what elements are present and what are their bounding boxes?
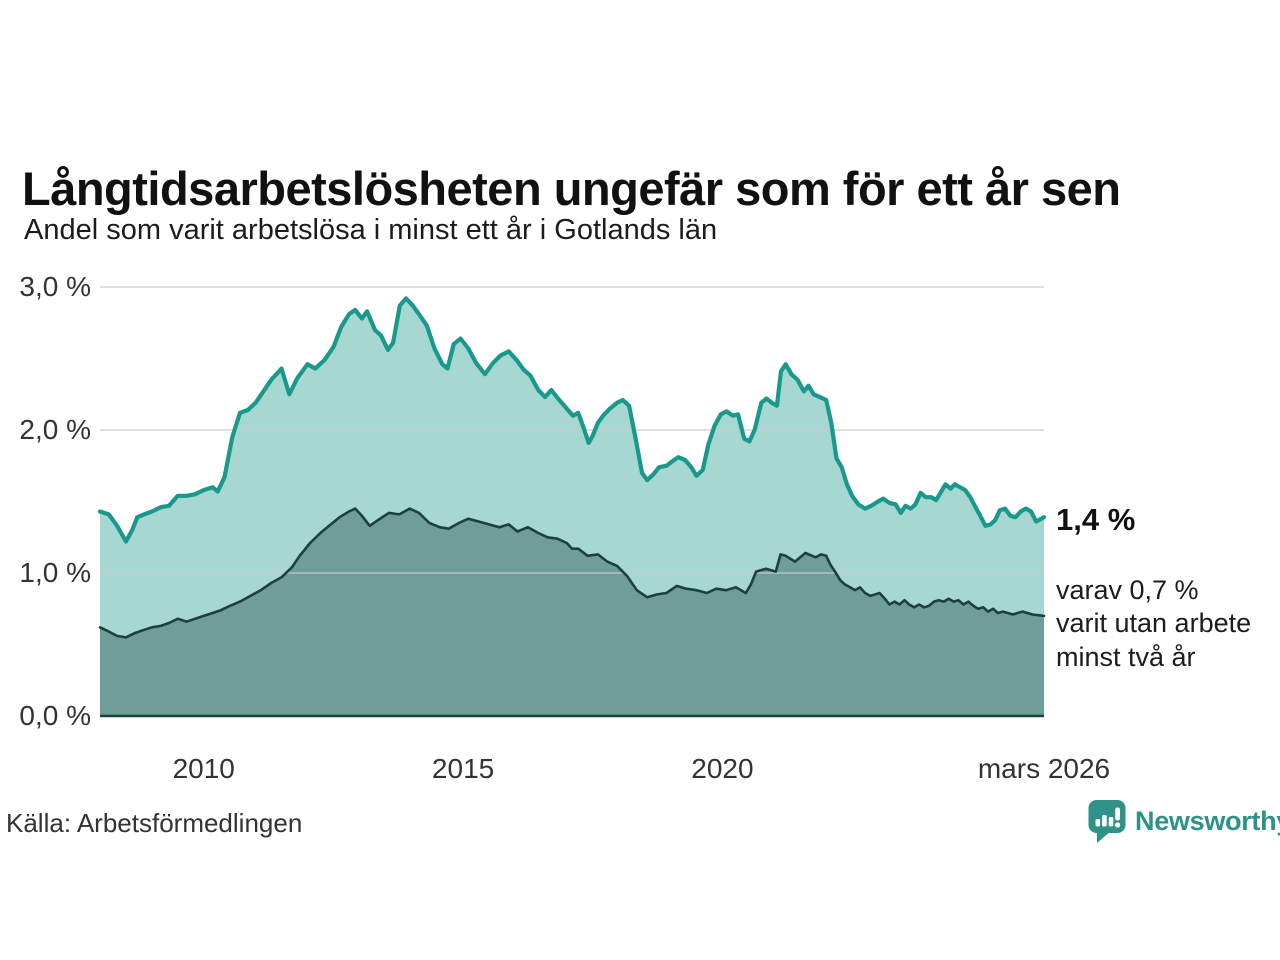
y-tick-label-3: 3,0 %: [19, 271, 91, 302]
x-tick-label-2010: 2010: [173, 753, 235, 784]
area-fill-2yr: [100, 508, 1044, 716]
source-credit: Källa: Arbetsförmedlingen: [6, 808, 303, 838]
latest-value-label: 1,4 %: [1056, 502, 1136, 537]
line-2yr: [98, 507, 1046, 639]
newsworthy-logo: Newsworthy: [1088, 799, 1280, 845]
y-tick-label-0: 0,0 %: [19, 700, 91, 731]
y-tick-label-2: 2,0 %: [19, 414, 91, 445]
page-title: Långtidsarbetslösheten ungefär som för e…: [22, 162, 1121, 216]
latest-detail-label: varav 0,7 % varit utan arbete minst två …: [1056, 575, 1252, 672]
line-1yr: [97, 296, 1047, 544]
x-tick-label-2015: 2015: [432, 753, 494, 784]
x-tick-label-2020: 2020: [691, 753, 753, 784]
chart-subtitle: Andel som varit arbetslösa i minst ett å…: [24, 214, 718, 246]
y-tick-label-1: 1,0 %: [19, 557, 91, 588]
x-tick-label-mars-2026: mars 2026: [978, 753, 1110, 784]
newsworthy-wordmark: Newsworthy: [1135, 806, 1280, 836]
newsworthy-bubble-chart-icon: [1088, 800, 1126, 843]
